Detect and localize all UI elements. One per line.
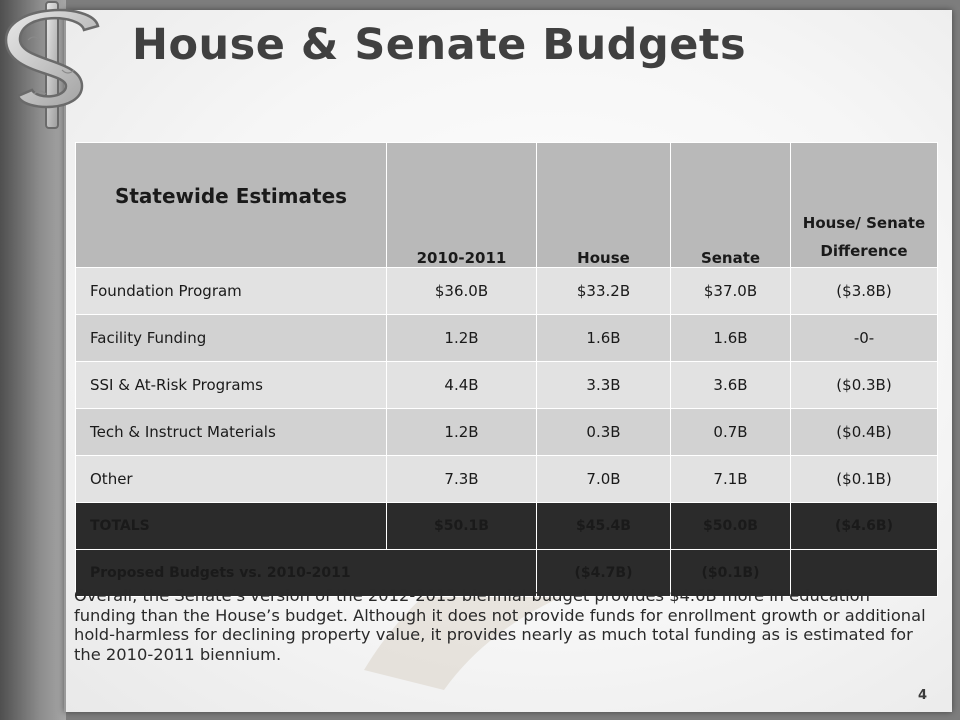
table-row: Foundation Program $36.0B $33.2B $37.0B … bbox=[75, 267, 938, 315]
cell-diff: ($0.3B) bbox=[790, 361, 938, 409]
table-header-row: Statewide Estimates 2010-2011 House Sena… bbox=[75, 142, 938, 268]
cell-diff: ($0.4B) bbox=[790, 408, 938, 456]
cell-base: $36.0B bbox=[386, 267, 537, 315]
proposed-diff bbox=[790, 549, 938, 597]
header-2010-2011: 2010-2011 bbox=[386, 142, 537, 268]
header-difference: House/ Senate Difference bbox=[790, 142, 938, 268]
row-label: Tech & Instruct Materials bbox=[75, 408, 387, 456]
dollar-sign-puzzle-icon bbox=[4, 1, 100, 129]
totals-senate: $50.0B bbox=[670, 502, 791, 550]
row-label: Facility Funding bbox=[75, 314, 387, 362]
cell-house: 3.3B bbox=[536, 361, 671, 409]
cell-senate: 7.1B bbox=[670, 455, 791, 503]
row-label: SSI & At-Risk Programs bbox=[75, 361, 387, 409]
header-senate: Senate bbox=[670, 142, 791, 268]
cell-senate: $37.0B bbox=[670, 267, 791, 315]
cell-base: 7.3B bbox=[386, 455, 537, 503]
cell-senate: 3.6B bbox=[670, 361, 791, 409]
cell-base: 1.2B bbox=[386, 314, 537, 362]
table-row: Tech & Instruct Materials 1.2B 0.3B 0.7B… bbox=[75, 408, 938, 456]
cell-house: 0.3B bbox=[536, 408, 671, 456]
cell-diff: -0- bbox=[790, 314, 938, 362]
header-statewide-estimates: Statewide Estimates bbox=[75, 142, 387, 268]
table-row: SSI & At-Risk Programs 4.4B 3.3B 3.6B ($… bbox=[75, 361, 938, 409]
proposed-row: Proposed Budgets vs. 2010-2011 ($4.7B) (… bbox=[75, 549, 938, 597]
summary-paragraph: Overall, the Senate’s version of the 201… bbox=[74, 586, 926, 664]
cell-house: $33.2B bbox=[536, 267, 671, 315]
page-number: 4 bbox=[918, 688, 928, 703]
cell-house: 1.6B bbox=[536, 314, 671, 362]
totals-row: TOTALS $50.1B $45.4B $50.0B ($4.6B) bbox=[75, 502, 938, 550]
cell-base: 4.4B bbox=[386, 361, 537, 409]
row-label: Foundation Program bbox=[75, 267, 387, 315]
proposed-house: ($4.7B) bbox=[536, 549, 671, 597]
cell-diff: ($0.1B) bbox=[790, 455, 938, 503]
cell-base: 1.2B bbox=[386, 408, 537, 456]
slide-title: House & Senate Budgets bbox=[132, 20, 747, 70]
totals-house: $45.4B bbox=[536, 502, 671, 550]
proposed-label: Proposed Budgets vs. 2010-2011 bbox=[75, 549, 537, 597]
cell-diff: ($3.8B) bbox=[790, 267, 938, 315]
budget-table: Statewide Estimates 2010-2011 House Sena… bbox=[75, 142, 938, 597]
cell-senate: 1.6B bbox=[670, 314, 791, 362]
proposed-senate: ($0.1B) bbox=[670, 549, 791, 597]
totals-label: TOTALS bbox=[75, 502, 387, 550]
table-row: Other 7.3B 7.0B 7.1B ($0.1B) bbox=[75, 455, 938, 503]
cell-house: 7.0B bbox=[536, 455, 671, 503]
row-label: Other bbox=[75, 455, 387, 503]
table-row: Facility Funding 1.2B 1.6B 1.6B -0- bbox=[75, 314, 938, 362]
cell-senate: 0.7B bbox=[670, 408, 791, 456]
header-house: House bbox=[536, 142, 671, 268]
totals-base: $50.1B bbox=[386, 502, 537, 550]
totals-diff: ($4.6B) bbox=[790, 502, 938, 550]
